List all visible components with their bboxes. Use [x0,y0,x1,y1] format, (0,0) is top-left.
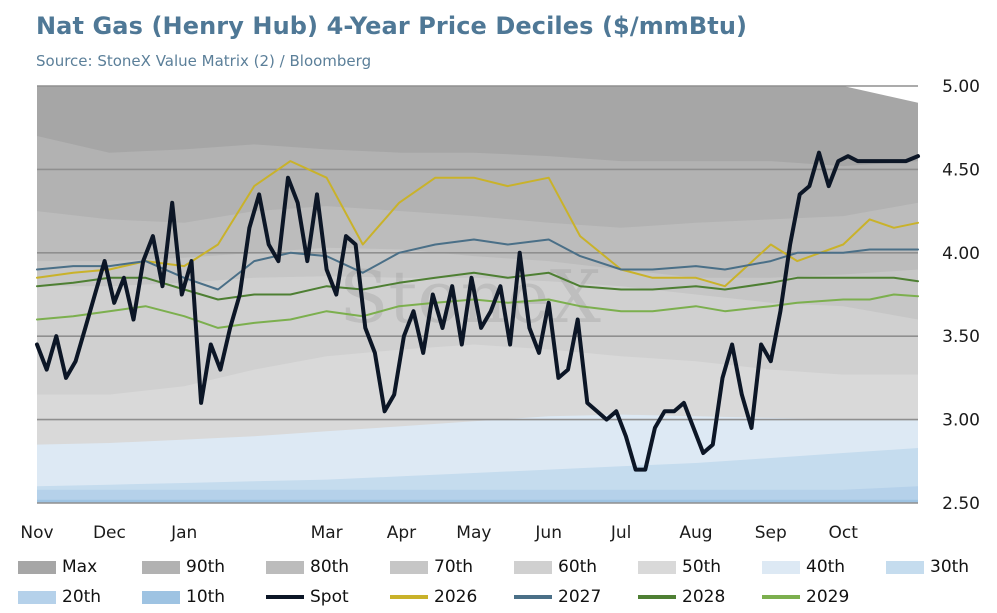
y-tick-label: 2.50 [942,494,980,514]
y-tick-label: 4.00 [942,244,980,264]
y-axis: 2.50 3.00 3.50 4.00 4.50 5.00 [942,77,980,514]
x-tick-label: May [456,523,491,543]
band-30th [37,448,918,503]
band-10th [37,499,918,503]
x-tick-label: Dec [93,523,126,543]
x-tick-label: Jan [170,523,197,543]
series-line-2027 [36,238,919,291]
series-line-spot [35,150,920,472]
x-tick-label: Oct [828,523,858,543]
x-tick-label: Jul [610,523,632,543]
x-tick-label: Aug [679,523,712,543]
x-tick-label: Sep [755,523,787,543]
x-tick-label: Nov [20,523,53,543]
x-tick-label: Jun [534,523,562,543]
series-line-2029 [36,293,919,329]
y-tick-label: 3.00 [942,411,980,431]
y-tick-label: 3.50 [942,327,980,347]
grid-lines [37,85,918,504]
x-tick-label: Apr [387,523,416,543]
x-axis: Nov Dec Jan Mar Apr May Jun Jul Aug Sep Oct [20,523,858,543]
chart-title: Nat Gas (Henry Hub) 4-Year Price Deciles… [36,12,748,40]
price-lines [35,150,920,472]
y-tick-label: 5.00 [942,77,980,97]
band-20th [37,486,918,503]
y-tick-label: 4.50 [942,160,980,180]
chart-subtitle: Source: StoneX Value Matrix (2) / Bloomb… [36,52,372,70]
x-tick-label: Mar [311,523,343,543]
series-line-2028 [36,271,919,301]
